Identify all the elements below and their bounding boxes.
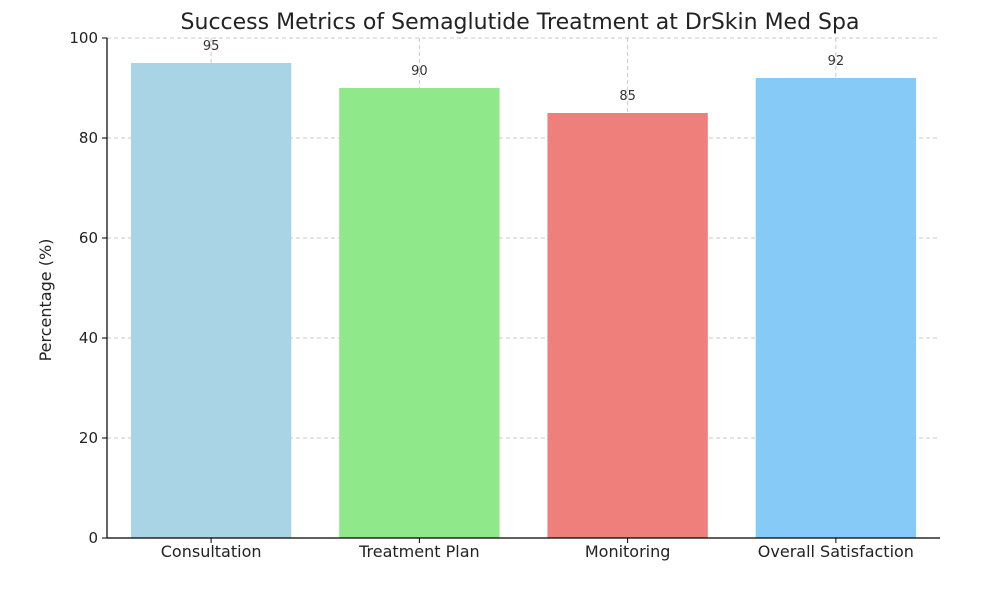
labels: 0 20 40 60 80 100 Consultation 95 Treatment Plan…	[69, 29, 914, 561]
x-tick-label: Consultation	[161, 542, 262, 561]
bar-treatment-plan	[339, 88, 500, 538]
y-tick-label: 0	[88, 529, 98, 547]
data-label: 85	[619, 89, 636, 104]
y-tick-label: 40	[79, 329, 98, 347]
data-label: 92	[828, 54, 845, 69]
bar-monitoring	[547, 113, 708, 538]
y-tick-label: 20	[79, 429, 98, 447]
y-tick-label: 80	[79, 129, 98, 147]
data-label: 95	[203, 39, 220, 54]
chart-title: Success Metrics of Semaglutide Treatment…	[181, 10, 860, 35]
x-tick-label: Treatment Plan	[358, 542, 480, 561]
x-tick-label: Monitoring	[585, 542, 671, 561]
axes	[102, 37, 940, 543]
bar-consultation	[130, 63, 292, 538]
data-label: 90	[411, 64, 428, 79]
bar-overall-satisfaction	[755, 78, 917, 538]
y-tick-label: 60	[79, 229, 98, 247]
y-axis-label: Percentage (%)	[36, 239, 55, 362]
bars	[130, 63, 917, 538]
y-tick-label: 100	[69, 29, 98, 47]
x-tick-label: Overall Satisfaction	[758, 542, 914, 561]
